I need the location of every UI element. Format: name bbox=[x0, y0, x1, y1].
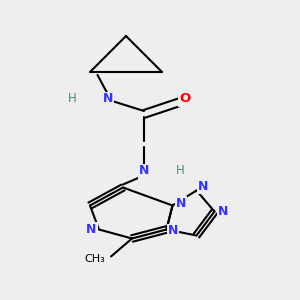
Text: N: N bbox=[103, 92, 113, 106]
Text: H: H bbox=[176, 164, 184, 178]
Text: CH₃: CH₃ bbox=[84, 254, 105, 265]
Text: O: O bbox=[179, 92, 190, 106]
Text: N: N bbox=[218, 205, 229, 218]
Text: H: H bbox=[68, 92, 76, 106]
Text: N: N bbox=[176, 196, 186, 210]
Text: N: N bbox=[198, 179, 208, 193]
Text: N: N bbox=[139, 164, 149, 178]
Text: N: N bbox=[86, 223, 97, 236]
Text: N: N bbox=[168, 224, 178, 238]
